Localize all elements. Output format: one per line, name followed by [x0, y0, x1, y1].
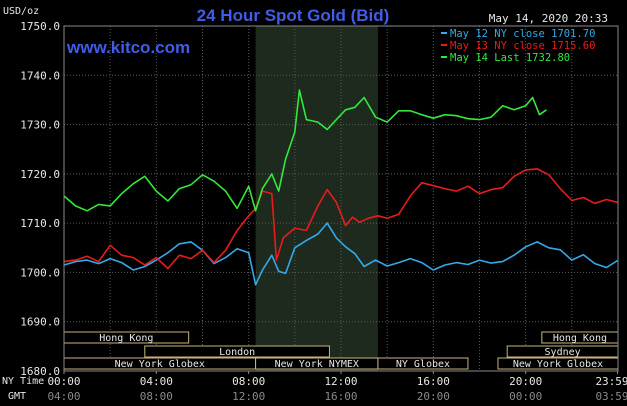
session-label: London	[219, 347, 255, 358]
y-tick-label: 1710.0	[20, 217, 60, 230]
chart-title: 24 Hour Spot Gold (Bid)	[197, 6, 390, 25]
x-tick-label-gmt: 20:00	[417, 390, 450, 403]
x-tick-label-gmt: 16:00	[324, 390, 357, 403]
session-label: New York NYMEX	[275, 359, 359, 370]
x-axis-label-gmt: GMT	[8, 391, 26, 402]
x-tick-label-gmt: 08:00	[140, 390, 173, 403]
x-tick-label-gmt: 04:00	[47, 390, 80, 403]
x-tick-label-ny: 08:00	[232, 375, 265, 388]
series-line-3	[63, 89, 547, 212]
y-tick-label: 1750.0	[20, 20, 60, 33]
x-tick-label-gmt: 03:59	[595, 390, 627, 403]
y-tick-label: 1720.0	[20, 168, 60, 181]
series-line-1	[63, 222, 618, 286]
chart-timestamp: May 14, 2020 20:33	[489, 12, 608, 25]
x-tick-label-ny: 23:59	[595, 375, 627, 388]
x-tick-label-gmt: 12:00	[232, 390, 265, 403]
session-bar	[144, 345, 330, 358]
x-tick-label-ny: 00:00	[47, 375, 80, 388]
y-tick-label: 1700.0	[20, 266, 60, 279]
y-tick-label: 1680.0	[20, 365, 60, 378]
legend-entry: May 12 NY close 1701.70	[450, 28, 595, 40]
session-label: Hong Kong	[99, 333, 153, 344]
x-tick-label-gmt: 00:00	[509, 390, 542, 403]
x-tick-label-ny: 20:00	[509, 375, 542, 388]
source-watermark: www.kitco.com	[66, 38, 190, 57]
nymex-session-band	[255, 26, 378, 371]
y-tick-label: 1690.0	[20, 316, 60, 329]
legend-entry: May 13 NY close 1715.60	[450, 40, 595, 52]
session-label: Hong Kong	[553, 333, 607, 344]
y-tick-label: 1740.0	[20, 69, 60, 82]
x-tick-label-ny: 04:00	[140, 375, 173, 388]
x-axis-label-ny: NY Time	[2, 376, 44, 387]
session-label: NY Globex	[396, 359, 450, 370]
session-label: New York Globex	[115, 359, 205, 370]
x-tick-label-ny: 16:00	[417, 375, 450, 388]
session-label: Sydney	[545, 347, 581, 358]
x-tick-label-ny: 12:00	[324, 375, 357, 388]
session-bar	[377, 357, 469, 370]
legend-entry: May 14 Last 1732.80	[450, 52, 570, 64]
y-tick-label: 1730.0	[20, 119, 60, 132]
session-label: New York Globex	[513, 359, 603, 370]
series-line-2	[63, 168, 618, 270]
y-axis-label: USD/oz	[3, 6, 39, 17]
